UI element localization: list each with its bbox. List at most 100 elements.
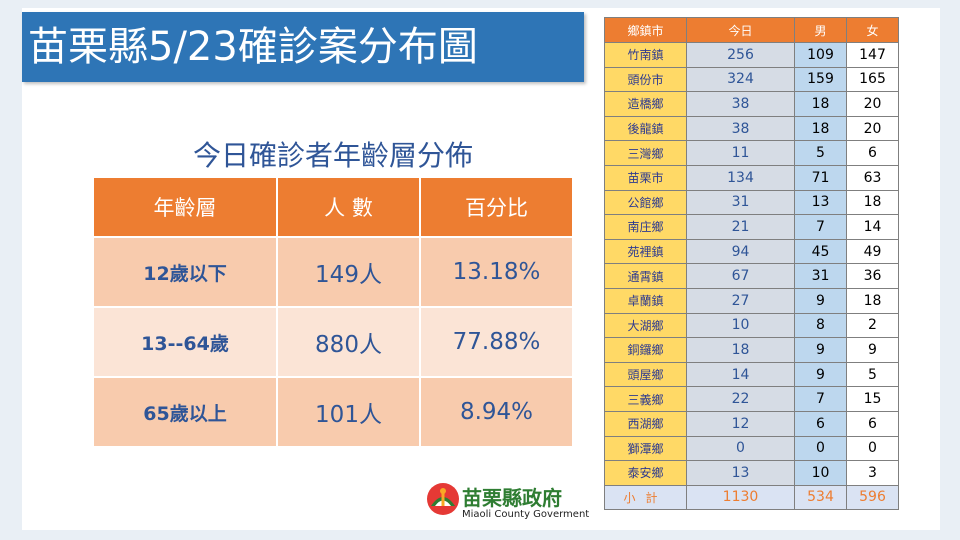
town-name-cell: 三義鄉 — [604, 386, 687, 412]
town-male-cell: 109 — [794, 42, 847, 68]
age-percent-cell: 77.88% — [420, 306, 572, 377]
town-female-cell: 6 — [846, 140, 899, 166]
age-header-percent: 百分比 — [420, 178, 572, 237]
town-female-cell: 6 — [846, 410, 899, 437]
table-row: 通霄鎮 67 31 36 — [604, 263, 899, 289]
town-male-cell: 159 — [794, 66, 847, 93]
table-row: 大湖鄉 10 8 2 — [604, 312, 899, 339]
town-name-cell: 南庄鄉 — [604, 214, 687, 240]
town-today-cell: 134 — [686, 164, 795, 191]
table-row: 65歲以上 101人 8.94% — [94, 376, 572, 446]
town-male-cell: 9 — [794, 337, 847, 363]
town-female-cell: 15 — [846, 386, 899, 412]
town-today-cell: 67 — [686, 263, 795, 289]
table-row: 後龍鎮 38 18 20 — [604, 115, 899, 142]
town-female-cell: 18 — [846, 189, 899, 216]
table-row: 三灣鄉 11 5 6 — [604, 140, 899, 166]
table-row: 獅潭鄉 0 0 0 — [604, 435, 899, 462]
town-name-cell: 造橋鄉 — [604, 91, 687, 117]
age-count-cell: 101人 — [277, 376, 421, 446]
town-today-cell: 324 — [686, 66, 795, 93]
table-row: 苑裡鎮 94 45 49 — [604, 238, 899, 265]
town-male-cell: 13 — [794, 189, 847, 216]
age-group-cell: 12歲以下 — [94, 236, 278, 307]
page-title: 苗栗縣5/23確診案分布圖 — [22, 12, 584, 82]
table-row: 卓蘭鎮 27 9 18 — [604, 287, 899, 314]
age-count-cell: 149人 — [277, 236, 421, 307]
table-row: 西湖鄉 12 6 6 — [604, 410, 899, 437]
town-name-cell: 竹南鎮 — [604, 42, 687, 68]
town-male-cell: 0 — [794, 435, 847, 462]
town-male-cell: 5 — [794, 140, 847, 166]
town-female-cell: 63 — [846, 164, 899, 191]
town-today-cell: 27 — [686, 287, 795, 314]
town-name-cell: 大湖鄉 — [604, 312, 687, 339]
town-name-cell: 三灣鄉 — [604, 140, 687, 166]
town-female-cell: 14 — [846, 214, 899, 240]
table-row: 12歲以下 149人 13.18% — [94, 236, 572, 307]
town-name-cell: 泰安鄉 — [604, 460, 687, 486]
town-name-cell: 獅潭鄉 — [604, 435, 687, 462]
town-header-male: 男 — [794, 17, 847, 43]
table-row: 造橋鄉 38 18 20 — [604, 91, 899, 117]
town-today-cell: 38 — [686, 91, 795, 117]
town-male-cell: 18 — [794, 91, 847, 117]
town-today-cell: 11 — [686, 140, 795, 166]
town-today-cell: 13 — [686, 460, 795, 486]
town-male-cell: 18 — [794, 115, 847, 142]
town-male-cell: 6 — [794, 410, 847, 437]
table-row: 泰安鄉 13 10 3 — [604, 460, 899, 486]
town-female-cell: 147 — [846, 42, 899, 68]
town-female-cell: 3 — [846, 460, 899, 486]
table-row: 頭份市 324 159 165 — [604, 66, 899, 93]
town-female-cell: 36 — [846, 263, 899, 289]
age-group-cell: 13--64歲 — [94, 306, 278, 377]
town-today-cell: 94 — [686, 238, 795, 265]
town-female-cell: 9 — [846, 337, 899, 363]
town-header-name: 鄉鎮市 — [604, 17, 687, 43]
town-male-cell: 7 — [794, 386, 847, 412]
town-today-cell: 0 — [686, 435, 795, 462]
town-male-cell: 45 — [794, 238, 847, 265]
logo-name: 苗栗縣政府 — [462, 486, 562, 510]
age-header-group: 年齡層 — [94, 178, 278, 237]
town-name-cell: 卓蘭鎮 — [604, 287, 687, 314]
town-name-cell: 後龍鎮 — [604, 115, 687, 142]
town-today-cell: 21 — [686, 214, 795, 240]
miaoli-county-emblem-icon — [427, 483, 459, 515]
town-today-cell: 38 — [686, 115, 795, 142]
town-male-cell: 7 — [794, 214, 847, 240]
town-female-cell: 20 — [846, 91, 899, 117]
town-today-cell: 10 — [686, 312, 795, 339]
town-male-cell: 9 — [794, 361, 847, 388]
town-today-cell: 18 — [686, 337, 795, 363]
total-label-cell: 小計 — [604, 484, 687, 511]
town-female-cell: 2 — [846, 312, 899, 339]
town-today-cell: 14 — [686, 361, 795, 388]
town-today-cell: 256 — [686, 42, 795, 68]
age-count-cell: 880人 — [277, 306, 421, 377]
total-male-cell: 534 — [794, 484, 847, 511]
county-government-logo: 苗栗縣政府 Miaoli County Goverment — [426, 482, 606, 522]
town-male-cell: 9 — [794, 287, 847, 314]
town-male-cell: 31 — [794, 263, 847, 289]
age-table-header: 年齡層 人 數 百分比 — [94, 178, 572, 237]
table-row: 頭屋鄉 14 9 5 — [604, 361, 899, 388]
town-female-cell: 20 — [846, 115, 899, 142]
town-male-cell: 8 — [794, 312, 847, 339]
table-row: 13--64歲 880人 77.88% — [94, 306, 572, 377]
town-name-cell: 頭屋鄉 — [604, 361, 687, 388]
table-row: 竹南鎮 256 109 147 — [604, 42, 899, 68]
total-female-cell: 596 — [846, 484, 899, 511]
town-name-cell: 西湖鄉 — [604, 410, 687, 437]
age-distribution-table: 年齡層 人 數 百分比 12歲以下 149人 13.18% 13--64歲 88… — [94, 178, 572, 446]
town-table-header: 鄉鎮市 今日 男 女 — [604, 17, 899, 43]
township-cases-table: 鄉鎮市 今日 男 女 竹南鎮 256 109 147 頭份市 324 159 165 造橋鄉 38… — [604, 17, 899, 511]
table-row: 苗栗市 134 71 63 — [604, 164, 899, 191]
age-group-cell: 65歲以上 — [94, 376, 278, 446]
town-header-today: 今日 — [686, 17, 795, 43]
town-name-cell: 公館鄉 — [604, 189, 687, 216]
town-today-cell: 22 — [686, 386, 795, 412]
town-name-cell: 苑裡鎮 — [604, 238, 687, 265]
logo-english-name: Miaoli County Goverment — [462, 509, 590, 520]
